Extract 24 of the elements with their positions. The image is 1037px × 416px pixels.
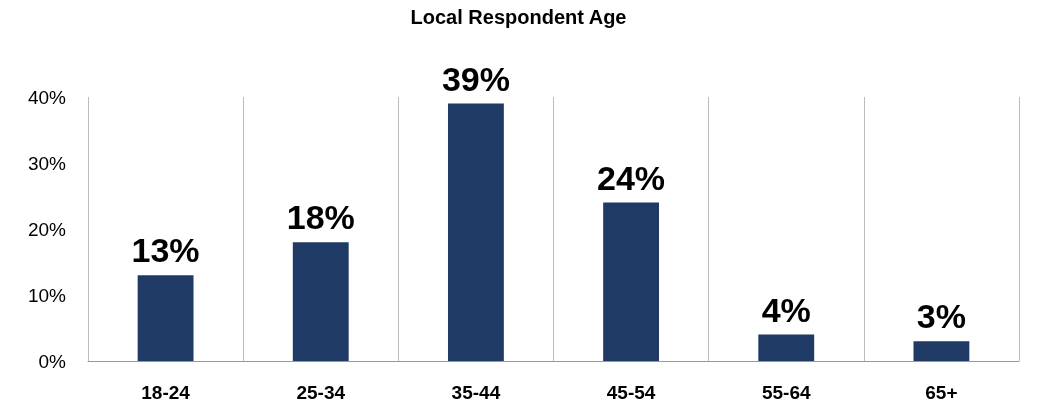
y-tick-label: 10% [27,284,67,306]
bar [913,341,970,361]
x-tick-label: 65+ [925,382,958,403]
bar [137,275,194,361]
bar [603,202,660,361]
y-tick-label: 40% [27,86,67,108]
data-label: 18% [286,198,355,237]
x-tick-label: 18-24 [141,382,191,403]
bar [758,334,815,361]
data-label: 13% [131,231,200,270]
data-label: 24% [597,158,666,197]
x-tick-label: 35-44 [451,382,501,403]
y-tick-label: 20% [27,218,67,240]
data-label: 3% [916,297,966,336]
bar [292,242,349,361]
y-tick-label: 30% [27,152,67,174]
data-label: 39% [441,59,510,98]
x-tick-label: 25-34 [296,382,346,403]
data-label: 4% [761,290,811,329]
chart-title: Local Respondent Age [410,6,627,28]
x-tick-label: 55-64 [761,382,811,403]
bar [447,103,504,361]
x-tick-label: 45-54 [606,382,656,403]
y-tick-label: 0% [38,350,67,372]
